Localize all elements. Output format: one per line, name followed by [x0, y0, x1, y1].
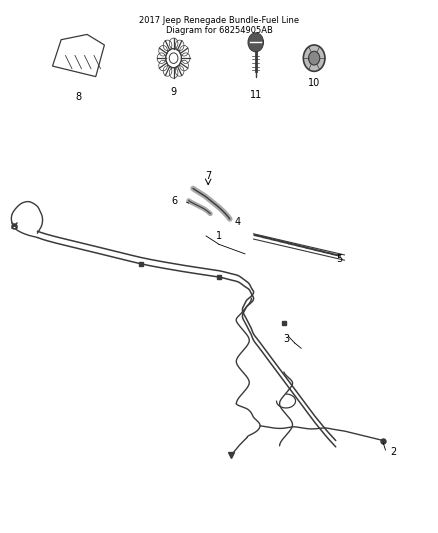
Text: 3: 3 — [284, 334, 290, 344]
Text: 4: 4 — [234, 217, 240, 227]
Text: 5: 5 — [336, 254, 342, 264]
Text: 6: 6 — [172, 196, 178, 206]
Text: 7: 7 — [205, 171, 211, 181]
Text: 9: 9 — [170, 87, 177, 97]
Circle shape — [248, 33, 264, 52]
Circle shape — [308, 51, 320, 65]
Text: 11: 11 — [250, 90, 262, 100]
Text: 10: 10 — [308, 78, 320, 88]
Text: 2: 2 — [390, 447, 396, 457]
Text: 2017 Jeep Renegade Bundle-Fuel Line
Diagram for 68254905AB: 2017 Jeep Renegade Bundle-Fuel Line Diag… — [139, 16, 299, 35]
Text: 1: 1 — [216, 231, 222, 241]
Circle shape — [304, 45, 325, 71]
Text: 8: 8 — [75, 92, 81, 102]
